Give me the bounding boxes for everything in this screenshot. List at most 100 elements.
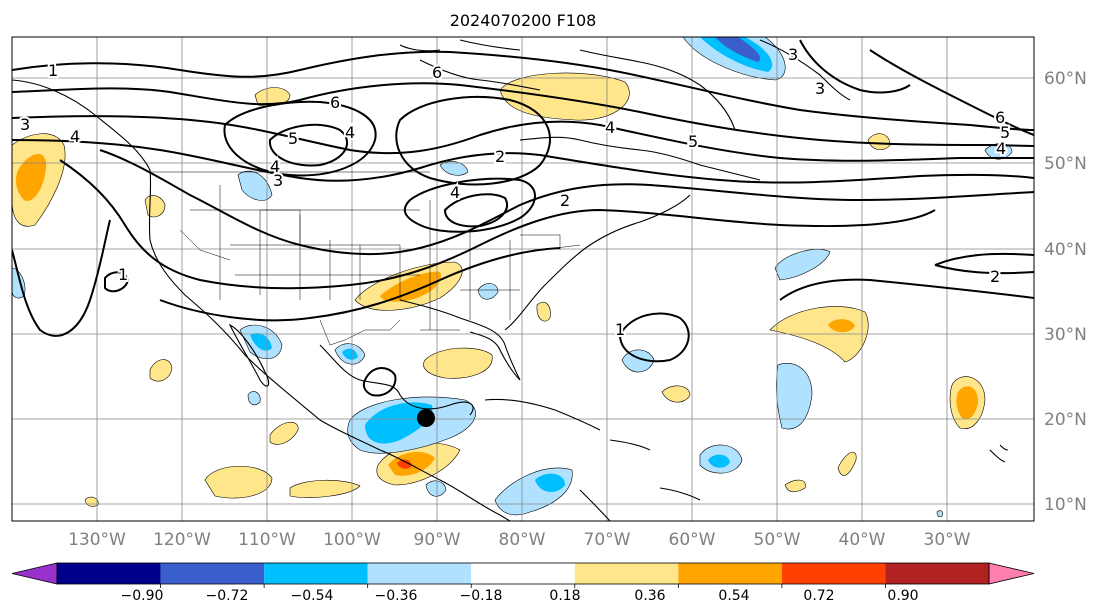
positive-anomaly-area bbox=[380, 271, 441, 302]
lon-label-80w: 80°W bbox=[499, 530, 546, 550]
negative-anomaly-area bbox=[237, 170, 273, 201]
graticule bbox=[12, 37, 1034, 521]
colorbar-swatch bbox=[160, 563, 265, 584]
colorbar-tick-label: −0.54 bbox=[291, 588, 334, 604]
longitude-labels: 130°W 120°W 110°W 100°W 90°W 80°W 70°W 6… bbox=[68, 530, 971, 550]
contour-labels: 1 3 4 6 5 4 6 2 4 5 3 6 5 4 2 1 1 4 3 2 … bbox=[18, 43, 1012, 341]
colorbar-outline bbox=[56, 562, 990, 585]
colorbar-swatch bbox=[781, 563, 886, 584]
positive-anomaly-area bbox=[837, 451, 857, 476]
negative-anomaly-area bbox=[250, 333, 272, 351]
lon-label-120w: 120°W bbox=[153, 530, 211, 550]
contour-label: 1 bbox=[48, 61, 58, 80]
colorbar-swatch bbox=[264, 563, 368, 584]
negative-anomaly-area bbox=[425, 480, 447, 497]
colorbar-tick-label: 0.18 bbox=[549, 588, 580, 604]
contour-label: 6 bbox=[432, 63, 442, 82]
negative-anomaly-area bbox=[247, 391, 261, 406]
contour-label: 6 bbox=[995, 108, 1005, 127]
lat-label-40n: 40°N bbox=[1044, 240, 1087, 260]
contour-label: 4 bbox=[996, 139, 1006, 158]
positive-anomaly-area bbox=[423, 347, 493, 379]
colorbar-extend-low bbox=[11, 562, 58, 585]
colorbar-tick-label: 0.90 bbox=[887, 588, 918, 604]
lon-label-70w: 70°W bbox=[584, 530, 631, 550]
contour-label: 4 bbox=[605, 118, 615, 137]
contour-label: 5 bbox=[1000, 123, 1010, 142]
lon-label-100w: 100°W bbox=[323, 530, 381, 550]
map-frame bbox=[11, 36, 1035, 522]
lat-label-60n: 60°N bbox=[1044, 69, 1087, 89]
lon-label-40w: 40°W bbox=[839, 530, 886, 550]
lon-label-130w: 130°W bbox=[68, 530, 126, 550]
positive-anomaly-area bbox=[661, 385, 691, 403]
lat-label-20n: 20°N bbox=[1044, 410, 1087, 430]
negative-anomaly-area bbox=[477, 283, 499, 300]
colorbar-swatch bbox=[678, 563, 782, 584]
colorbar-tick-label: −0.18 bbox=[460, 588, 503, 604]
map-title: 2024070200 F108 bbox=[450, 11, 597, 30]
negative-anomaly-area bbox=[936, 510, 943, 518]
positive-anomaly-area bbox=[269, 422, 299, 445]
negative-anomaly-area bbox=[621, 349, 655, 373]
negative-anomaly-area bbox=[708, 454, 730, 468]
negative-anomaly-area bbox=[774, 249, 831, 281]
colorbar-tick-label: 0.36 bbox=[634, 588, 665, 604]
contour-label: 4 bbox=[270, 157, 280, 176]
lat-label-50n: 50°N bbox=[1044, 154, 1087, 174]
positive-anomaly-area bbox=[289, 479, 361, 498]
contour-label: 3 bbox=[815, 79, 825, 98]
colorbar-swatch bbox=[57, 563, 161, 584]
contour-label: 3 bbox=[788, 45, 798, 64]
negative-anomaly-area bbox=[776, 363, 813, 430]
positive-anomaly-area bbox=[149, 359, 173, 382]
colorbar-tick-label: 0.72 bbox=[803, 588, 834, 604]
contour-label: 3 bbox=[20, 115, 30, 134]
contour-label: 4 bbox=[70, 127, 80, 146]
positive-anomaly-area bbox=[784, 479, 806, 493]
colorbar-swatch bbox=[367, 563, 472, 584]
lat-label-30n: 30°N bbox=[1044, 325, 1087, 345]
positive-anomaly-area bbox=[204, 465, 273, 499]
colorbar-tick-label: −0.36 bbox=[375, 588, 418, 604]
negative-anomaly-area bbox=[700, 37, 773, 72]
contour-label: 2 bbox=[560, 191, 570, 210]
height-contours bbox=[12, 39, 1034, 397]
colorbar-swatch bbox=[885, 563, 989, 584]
positive-anomaly-area bbox=[16, 153, 47, 201]
lon-label-60w: 60°W bbox=[669, 530, 716, 550]
negative-anomaly-area bbox=[439, 161, 469, 176]
colorbar bbox=[11, 562, 1035, 588]
negative-anomaly-area bbox=[715, 37, 761, 62]
lon-label-90w: 90°W bbox=[414, 530, 461, 550]
contour-label: 3 bbox=[273, 171, 283, 190]
contour-label: 2 bbox=[990, 267, 1000, 286]
contour-label: 1 bbox=[118, 265, 128, 284]
contour-label: 5 bbox=[288, 129, 298, 148]
colorbar-tick-label: −0.90 bbox=[121, 588, 164, 604]
coastlines bbox=[12, 39, 1009, 521]
contour-label: 1 bbox=[615, 320, 625, 339]
lat-label-10n: 10°N bbox=[1044, 495, 1087, 515]
political-borders bbox=[150, 171, 581, 346]
colorbar-tick-labels: −0.90 −0.72 −0.54 −0.36 −0.18 0.18 0.36 … bbox=[121, 588, 919, 604]
contour-label: 4 bbox=[345, 123, 355, 142]
colorbar-swatch bbox=[574, 563, 679, 584]
shaded-anomaly-fields bbox=[12, 37, 1013, 518]
positive-anomaly-area bbox=[867, 133, 891, 150]
lon-label-30w: 30°W bbox=[924, 530, 971, 550]
lon-label-110w: 110°W bbox=[238, 530, 296, 550]
colorbar-swatch bbox=[471, 563, 575, 584]
colorbar-tick-label: −0.72 bbox=[206, 588, 249, 604]
hurricane-center-marker bbox=[417, 409, 435, 427]
positive-anomaly-area bbox=[956, 386, 978, 420]
positive-anomaly-area bbox=[397, 459, 412, 469]
colorbar-tick-label: 0.54 bbox=[718, 588, 749, 604]
colorbar-extend-high bbox=[988, 562, 1035, 585]
contour-label: 6 bbox=[330, 93, 340, 112]
contour-label: 2 bbox=[495, 147, 505, 166]
negative-anomaly-area bbox=[535, 473, 565, 492]
negative-anomaly-area bbox=[342, 348, 358, 360]
map-area: 1 3 4 6 5 4 6 2 4 5 3 6 5 4 2 1 1 4 3 2 … bbox=[12, 37, 1034, 521]
